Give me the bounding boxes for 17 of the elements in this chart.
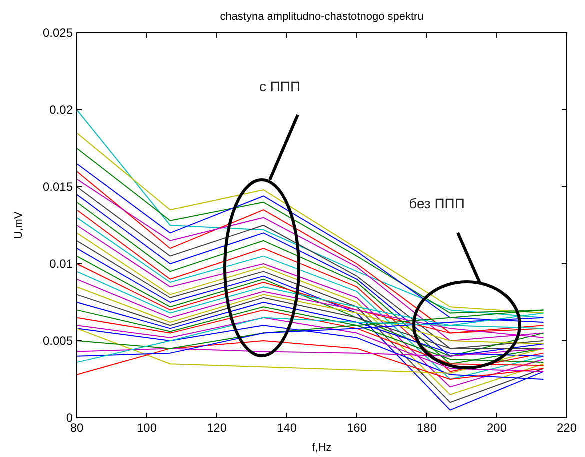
x-tick-label: 140 xyxy=(276,421,298,435)
y-tick-label: 0.01 xyxy=(50,257,74,271)
y-tick-label: 0.025 xyxy=(42,26,74,40)
x-axis-title: f,Hz xyxy=(312,442,332,454)
x-tick-label: 160 xyxy=(346,421,368,435)
x-tick-label: 200 xyxy=(486,421,508,435)
y-tick-label: 0.015 xyxy=(42,180,74,194)
y-tick-label: 0.005 xyxy=(42,334,74,348)
x-tick-label: 220 xyxy=(556,421,578,435)
x-tick-label: 100 xyxy=(136,421,158,435)
y-axis-title: U,mV xyxy=(13,211,25,240)
y-tick-label: 0.02 xyxy=(50,103,74,117)
annotation: с ППП xyxy=(259,78,301,95)
x-tick-label: 180 xyxy=(416,421,438,435)
annotation: без ППП xyxy=(409,196,465,212)
chart-title: chastyna amplitudno-chastotnogo spektru xyxy=(220,11,424,23)
x-tick-label: 120 xyxy=(206,421,228,435)
